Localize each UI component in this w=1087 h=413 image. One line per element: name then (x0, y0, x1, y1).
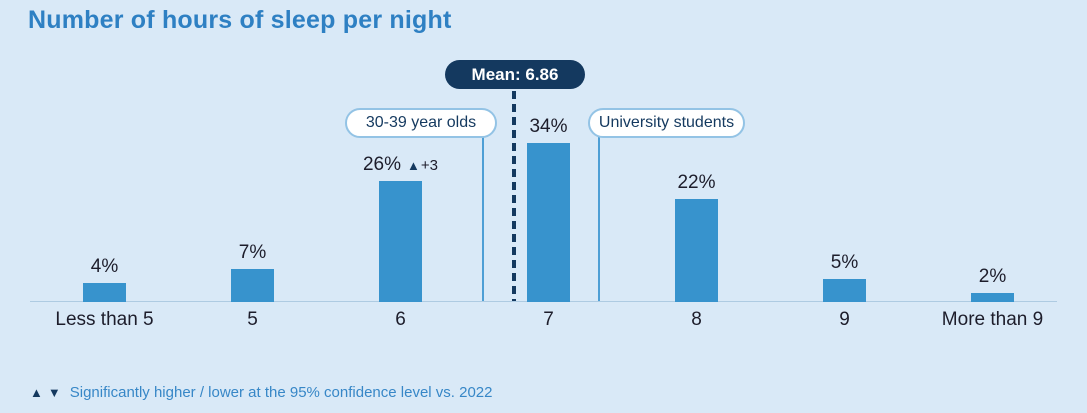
significant-higher-icon: ▲ (30, 385, 43, 400)
annotation-label: University students (598, 114, 735, 131)
annotation-label: 30-39 year olds (365, 114, 477, 131)
bar-value-label: 2% (978, 266, 1007, 287)
bar (83, 283, 126, 302)
x-axis-label: 7 (543, 309, 554, 330)
bar (675, 199, 718, 302)
bar-value-label: 34% (529, 116, 568, 137)
mean-badge: Mean: 6.86 (445, 60, 585, 89)
bar-value-label: 22% (677, 172, 716, 193)
bar-value-label: 26% ▲+3 (362, 154, 438, 175)
footnote-text: Significantly higher / lower at the 95% … (69, 384, 493, 401)
x-axis-label: 9 (839, 309, 850, 330)
footnote: ▲ ▼ Significantly higher / lower at the … (30, 384, 493, 401)
significant-lower-icon: ▼ (47, 385, 61, 400)
annotation-pill-30-39-year-olds: 30-39 year olds (345, 108, 497, 138)
mean-label: Mean: 6.86 (471, 64, 559, 84)
bar (527, 143, 570, 302)
annotation-line-university (598, 137, 600, 302)
bar-value-label: 4% (90, 256, 119, 277)
x-axis-label: 5 (247, 309, 258, 330)
bar (823, 279, 866, 302)
bar (971, 293, 1014, 302)
x-axis-label: Less than 5 (55, 309, 154, 330)
annotation-pill-university-students: University students (588, 108, 745, 138)
chart-title: Number of hours of sleep per night (28, 6, 452, 34)
mean-dashed-line (512, 91, 516, 302)
bar (379, 181, 422, 302)
bar (231, 269, 274, 302)
x-axis-label: More than 9 (941, 309, 1044, 330)
x-axis-label: 6 (395, 309, 406, 330)
bar-value-label: 7% (238, 242, 267, 263)
bar-value-label: 5% (830, 252, 859, 273)
annotation-line-30-39 (482, 137, 484, 302)
significance-marker: ▲+3 (407, 157, 438, 174)
x-axis-label: 8 (691, 309, 702, 330)
significant-higher-icon: ▲ (407, 158, 420, 173)
